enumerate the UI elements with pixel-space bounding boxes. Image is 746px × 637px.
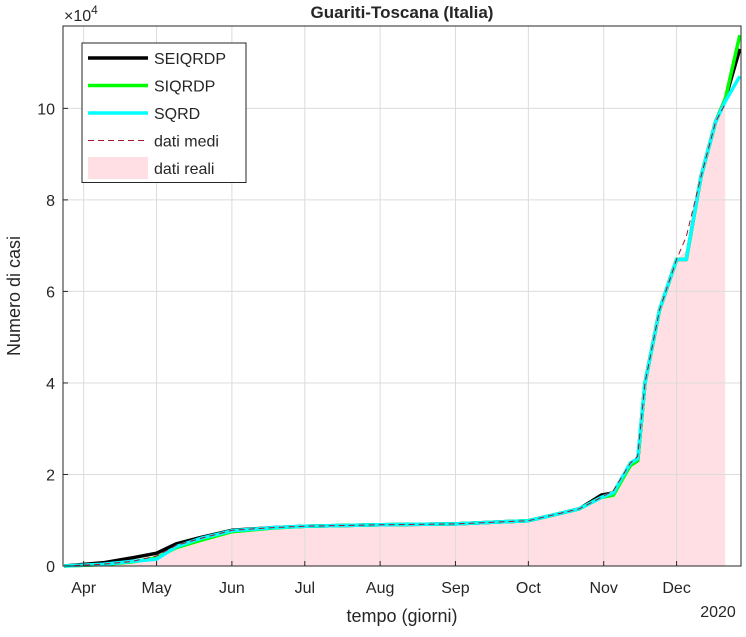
y-scale-label: ×104 <box>64 3 98 25</box>
y-scale-base: ×10 <box>64 8 91 25</box>
x-tick-label: Dec <box>662 580 690 597</box>
legend: SEIQRDP SIQRDP SQRD dati medi dati reali <box>81 42 247 183</box>
x-tick-label: Nov <box>589 580 617 597</box>
x-tick-label: Aug <box>366 580 394 597</box>
plot-frame <box>62 25 742 567</box>
x-tick-label: Jun <box>219 580 245 597</box>
legend-label: SQRD <box>154 106 200 123</box>
x-annotation: 2020 <box>700 604 736 621</box>
area <box>64 103 726 567</box>
x-axis-label: tempo (giorni) <box>346 606 457 626</box>
y-axis-label: Numero di casi <box>4 236 24 356</box>
y-scale-exponent: 4 <box>91 3 98 17</box>
y-tick-label: 2 <box>46 467 55 484</box>
y-tick-label: 10 <box>37 101 55 118</box>
legend-label: SEIQRDP <box>154 51 226 68</box>
x-tick-label: Sep <box>441 580 470 597</box>
legend-label: dati medi <box>154 134 219 151</box>
y-tick-label: 4 <box>46 376 55 393</box>
y-tick-label: 0 <box>46 559 55 576</box>
y-tick-label: 6 <box>46 284 55 301</box>
legend-label: SIQRDP <box>154 79 215 96</box>
legend-label: dati reali <box>154 161 214 178</box>
y-tick-label: 8 <box>46 193 55 210</box>
x-tick-label: Apr <box>71 580 97 597</box>
chart-title: Guariti-Toscana (Italia) <box>311 3 494 22</box>
legend-swatch <box>88 157 148 179</box>
x-tick-label: Jul <box>295 580 315 597</box>
x-tick-label: Oct <box>516 580 541 597</box>
line <box>64 103 726 567</box>
x-tick-label: May <box>141 580 171 597</box>
